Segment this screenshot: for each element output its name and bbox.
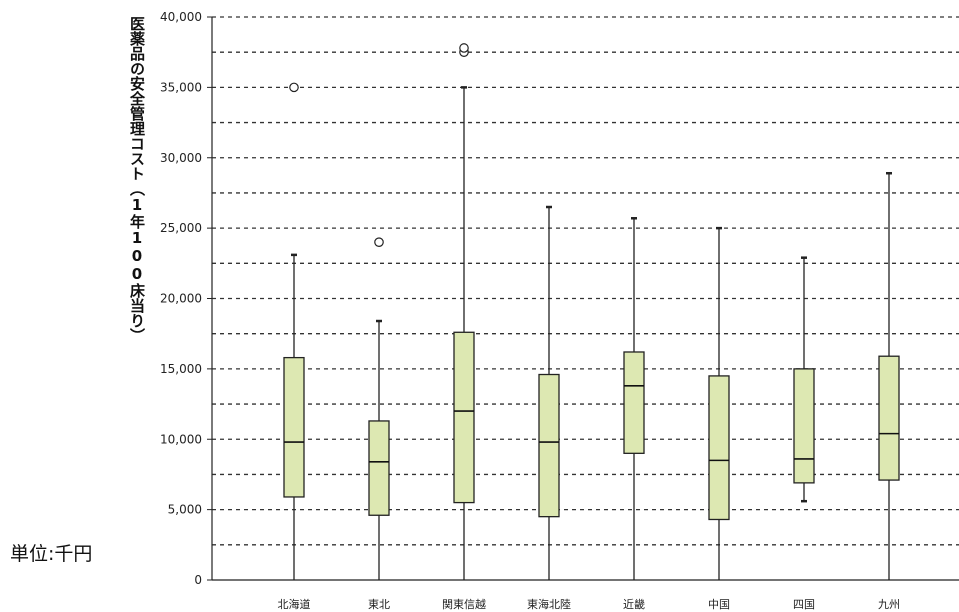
box-iqr bbox=[538, 373, 560, 518]
category-label: 九州 bbox=[878, 598, 900, 611]
box-iqr bbox=[623, 351, 645, 454]
y-tick-label: 10,000 bbox=[160, 432, 202, 446]
category-label: 東北 bbox=[368, 598, 390, 611]
unit-label: 単位:千円 bbox=[10, 543, 93, 565]
category-label: 東海北陸 bbox=[527, 597, 571, 611]
category-label: 近畿 bbox=[623, 597, 645, 611]
outlier-point bbox=[459, 43, 469, 53]
box-iqr bbox=[453, 331, 475, 504]
y-axis-label: 医薬品の安全管理コスト（1年100床当り） bbox=[128, 16, 146, 343]
y-tick-label: 25,000 bbox=[160, 221, 202, 235]
category-label: 中国 bbox=[708, 598, 730, 611]
outlier-point bbox=[289, 82, 299, 93]
category-label: 北海道 bbox=[278, 597, 311, 611]
category-label: 関東信越 bbox=[442, 597, 486, 611]
y-tick-label: 15,000 bbox=[160, 362, 202, 376]
y-tick-label: 5,000 bbox=[168, 503, 202, 517]
y-tick-label: 20,000 bbox=[160, 292, 202, 306]
y-tick-label: 30,000 bbox=[160, 151, 202, 165]
box-iqr bbox=[878, 355, 900, 481]
box-iqr bbox=[283, 356, 305, 498]
y-tick-label: 0 bbox=[194, 573, 202, 587]
category-label: 四国 bbox=[793, 598, 815, 611]
box-iqr bbox=[708, 375, 730, 521]
box-iqr bbox=[368, 420, 390, 516]
y-tick-label: 40,000 bbox=[160, 10, 202, 24]
outlier-point bbox=[374, 237, 384, 247]
y-tick-label: 35,000 bbox=[160, 80, 202, 94]
box-iqr bbox=[793, 368, 815, 484]
